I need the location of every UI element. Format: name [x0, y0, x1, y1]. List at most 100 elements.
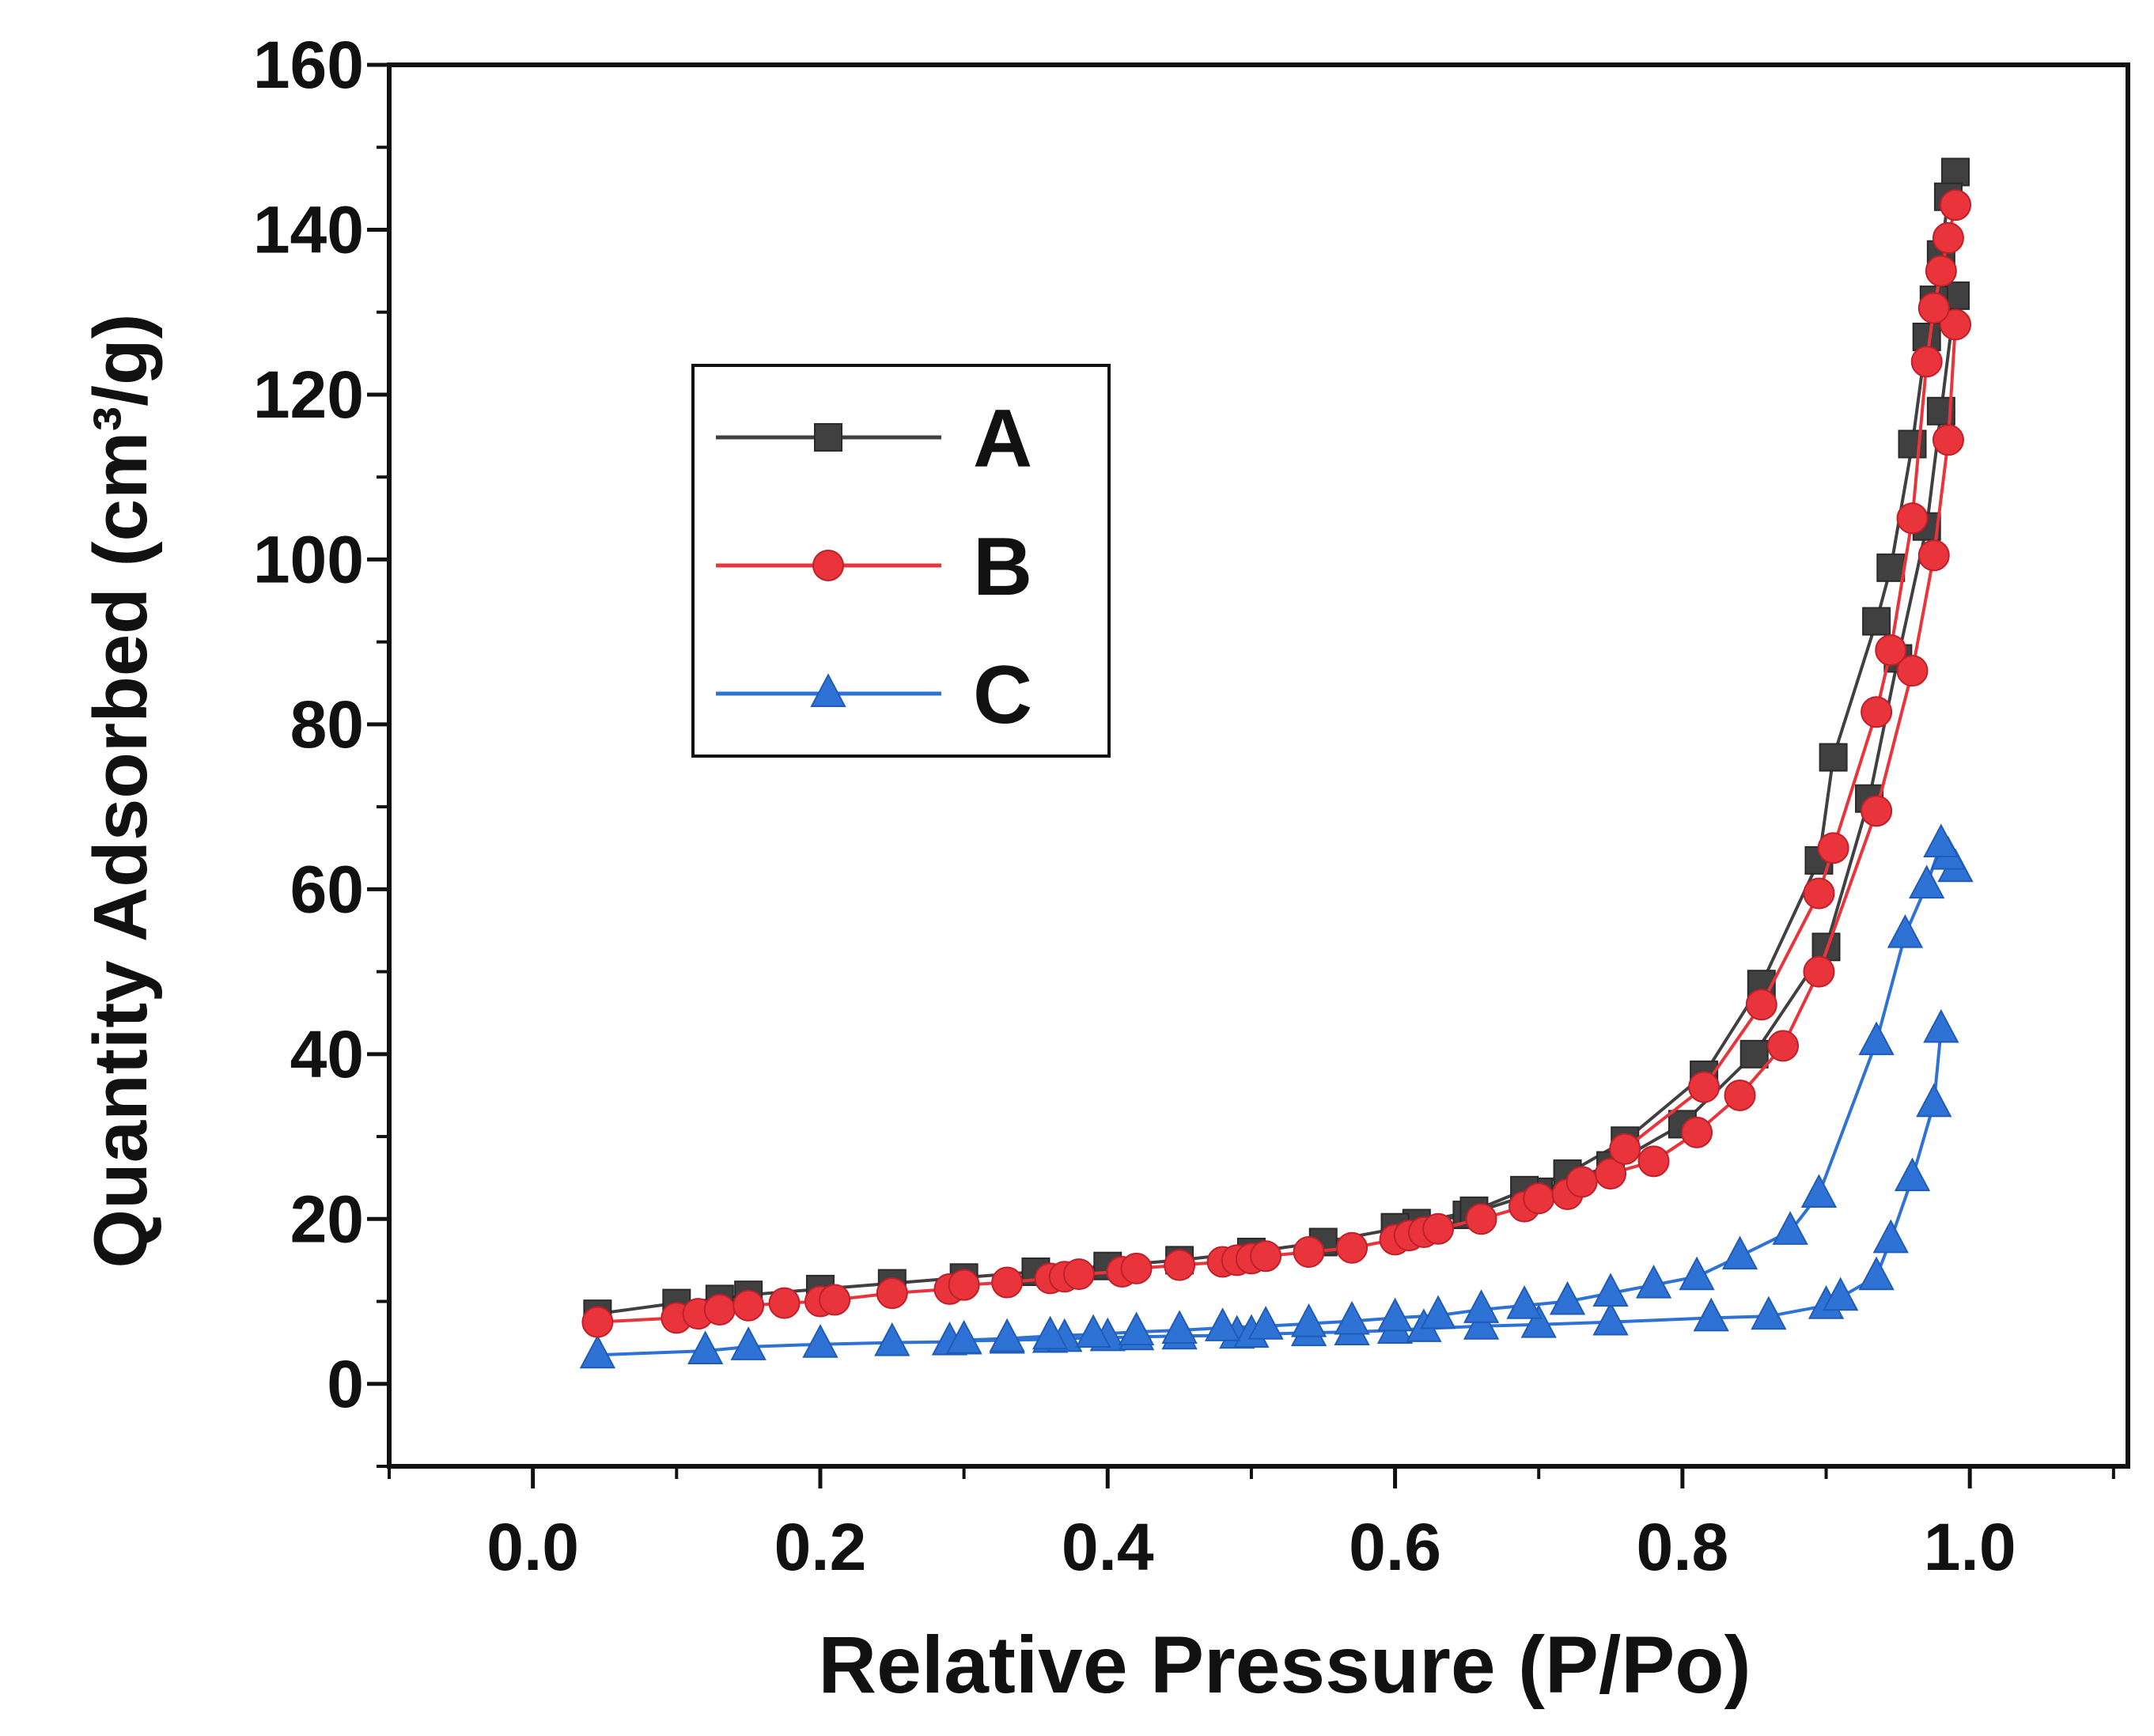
y-tick-label: 0: [327, 1347, 364, 1421]
data-point-C-desorption: [1635, 1264, 1672, 1299]
data-point-B-adsorption: [1465, 1203, 1497, 1235]
x-tick-label: 0.0: [486, 1510, 579, 1584]
data-point-B-adsorption: [1724, 1079, 1756, 1111]
data-point-B-adsorption: [1062, 1258, 1095, 1291]
data-point-C-desorption: [1075, 1314, 1111, 1348]
data-point-C-desorption: [1858, 1021, 1895, 1056]
data-point-B-adsorption: [1250, 1240, 1282, 1273]
data-point-B-desorption: [1745, 989, 1777, 1021]
series-C-group: [579, 823, 1974, 1369]
data-point-A-desorption: [1898, 429, 1927, 459]
data-point-C-adsorption: [1520, 1304, 1557, 1338]
data-point-B-adsorption: [1932, 424, 1964, 456]
y-tick-label: 140: [253, 192, 364, 267]
series-layer: [579, 157, 1974, 1369]
data-point-C-desorption: [1800, 1174, 1838, 1208]
data-point-C-adsorption: [874, 1322, 910, 1356]
data-point-C-adsorption: [1463, 1306, 1500, 1340]
data-point-B-desorption: [1910, 346, 1943, 378]
data-point-A-adsorption: [1739, 1039, 1769, 1068]
y-tick-label: 100: [253, 522, 364, 596]
data-point-C-desorption: [1118, 1311, 1155, 1346]
data-point-C-desorption: [1772, 1211, 1808, 1245]
data-point-B-adsorption: [1293, 1235, 1325, 1268]
data-point-B-adsorption: [1681, 1116, 1713, 1148]
data-point-B-adsorption: [1861, 795, 1893, 827]
data-point-C-desorption: [1923, 823, 1959, 857]
data-point-C-adsorption: [1693, 1297, 1729, 1332]
data-point-B-adsorption: [1523, 1182, 1555, 1215]
data-point-C-desorption: [1376, 1297, 1414, 1332]
data-point-C-adsorption: [1872, 1219, 1909, 1254]
data-point-C-adsorption: [1916, 1083, 1952, 1118]
data-point-C-desorption: [1721, 1235, 1758, 1270]
data-point-C-adsorption: [1858, 1256, 1895, 1291]
x-tick-label: 1.0: [1924, 1510, 2016, 1584]
data-point-B-adsorption: [1917, 539, 1950, 572]
data-point-C-desorption: [1420, 1295, 1456, 1329]
legend-marker-B: [812, 550, 844, 581]
data-point-C-desorption: [1032, 1315, 1069, 1350]
data-point-B-desorption: [1925, 255, 1957, 287]
legend-label-B: B: [973, 521, 1032, 613]
legend-label-A: A: [973, 393, 1032, 485]
y-tick-label: 20: [290, 1182, 364, 1256]
data-point-B-adsorption: [733, 1289, 765, 1322]
data-point-C-desorption: [945, 1319, 982, 1354]
y-axis-label-text: Quantity Adsorbed (cm³/g): [78, 313, 163, 1268]
y-tick-label: 160: [253, 28, 364, 102]
data-point-C-adsorption: [1923, 1008, 1959, 1043]
y-tick-label: 40: [290, 1017, 364, 1091]
data-point-C-desorption: [1592, 1273, 1629, 1307]
data-point-B-desorption: [1940, 189, 1972, 221]
y-tick-label: 120: [253, 357, 364, 432]
data-point-B-adsorption: [1896, 655, 1929, 687]
x-tick-label: 0.4: [1062, 1510, 1154, 1584]
data-point-A-desorption: [1819, 743, 1848, 772]
data-point-C-desorption: [1909, 864, 1945, 899]
data-point-C-desorption: [1204, 1307, 1241, 1341]
data-point-C-adsorption: [1894, 1157, 1931, 1192]
data-point-B-desorption: [1817, 832, 1849, 864]
data-point-C-desorption: [1463, 1289, 1500, 1323]
data-point-B-adsorption: [948, 1269, 980, 1301]
legend-marker-C: [810, 673, 846, 707]
legend-box: [691, 364, 1111, 758]
data-point-B-adsorption: [1422, 1212, 1455, 1245]
legend-marker-A: [814, 423, 842, 452]
data-point-C-desorption: [989, 1318, 1025, 1352]
x-tick-label: 0.8: [1636, 1510, 1728, 1584]
data-point-C-adsorption: [1823, 1276, 1859, 1311]
data-point-B-adsorption: [1940, 308, 1972, 341]
y-tick-label: 80: [290, 687, 364, 762]
data-point-A-desorption: [1941, 157, 1970, 187]
data-point-B-adsorption: [876, 1277, 908, 1310]
data-point-A-desorption: [1862, 607, 1891, 636]
data-point-C-desorption: [1679, 1256, 1715, 1291]
legend: ABC: [691, 364, 1111, 758]
data-point-A-desorption: [1876, 553, 1906, 582]
data-point-B-desorption: [1917, 292, 1950, 324]
x-tick-label: 0.2: [774, 1510, 867, 1584]
data-point-B-adsorption: [581, 1306, 614, 1338]
data-point-B-adsorption: [1767, 1030, 1800, 1062]
data-point-B-desorption: [1688, 1071, 1721, 1103]
data-point-B-adsorption: [1164, 1249, 1196, 1281]
y-tick-label: 60: [290, 852, 364, 926]
data-point-B-desorption: [1875, 634, 1907, 667]
data-point-B-adsorption: [703, 1293, 736, 1326]
data-point-B-adsorption: [1565, 1166, 1598, 1198]
data-point-B-desorption: [1932, 221, 1964, 254]
data-point-C-desorption: [1887, 913, 1924, 948]
data-point-B-desorption: [1803, 877, 1835, 910]
data-point-B-adsorption: [1336, 1231, 1368, 1264]
legend-label-C: C: [973, 649, 1032, 741]
data-point-C-desorption: [1161, 1310, 1198, 1344]
plot-frame: [387, 62, 2130, 1469]
data-point-C-desorption: [1506, 1285, 1543, 1319]
data-point-C-adsorption: [730, 1326, 767, 1360]
data-point-C-desorption: [1334, 1300, 1370, 1335]
data-point-C-desorption: [1549, 1280, 1586, 1315]
